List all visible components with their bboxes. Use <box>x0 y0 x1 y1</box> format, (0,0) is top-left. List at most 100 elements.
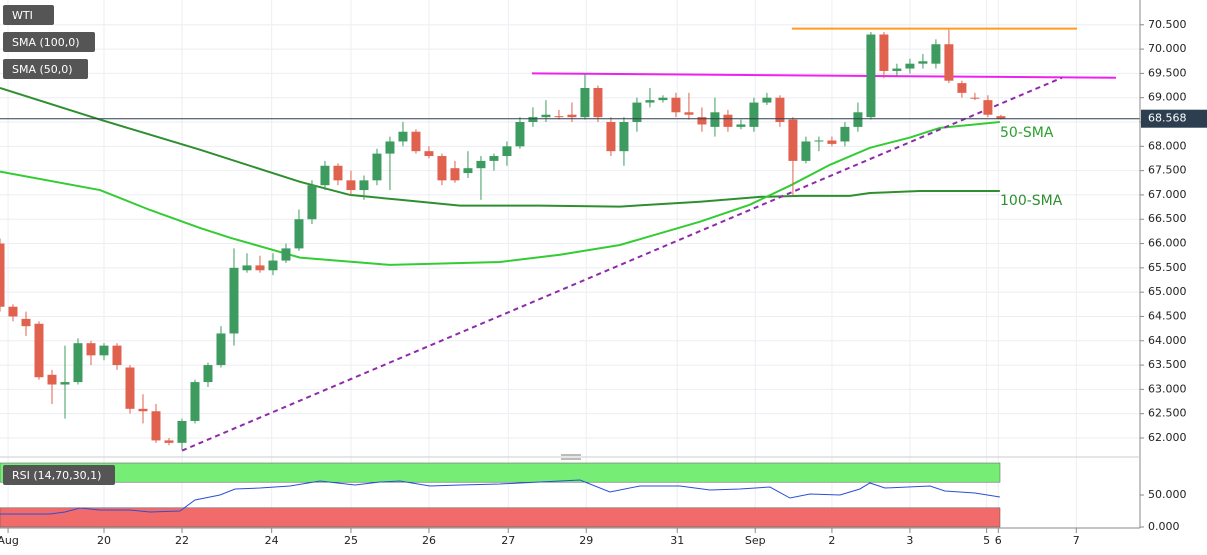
candle-body <box>385 141 395 154</box>
candle-body <box>164 440 174 443</box>
y-tick-label: 50.000 <box>1148 488 1187 501</box>
x-tick-label: 2 <box>828 534 835 547</box>
candle-body <box>242 265 252 271</box>
candle-body <box>151 411 161 441</box>
candle-body <box>593 87 603 118</box>
legend-box <box>3 465 115 485</box>
x-tick-label: 27 <box>501 534 515 547</box>
trend-line <box>531 72 1116 79</box>
rsi-line <box>0 479 1000 515</box>
candle-body <box>632 102 642 123</box>
candle-body <box>398 131 408 142</box>
candle-body <box>957 83 967 93</box>
x-tick-label: Sep <box>745 534 766 547</box>
candle-body <box>73 343 83 383</box>
candle-body <box>892 68 902 71</box>
candle-body <box>346 180 356 191</box>
candle-body <box>723 114 733 127</box>
candle-body <box>801 141 811 161</box>
x-tick-label: 7 <box>1073 534 1080 547</box>
y-tick-label: 63.500 <box>1148 358 1187 371</box>
candle-body <box>775 97 785 123</box>
y-tick-label: 69.000 <box>1148 91 1187 104</box>
candle-body <box>866 34 876 118</box>
x-tick-label: 24 <box>265 534 279 547</box>
x-tick-label: Aug <box>0 534 19 547</box>
candle-body <box>749 102 759 127</box>
candle-body <box>515 122 525 147</box>
candle-body <box>138 408 148 412</box>
candle-body <box>216 333 226 366</box>
candle-body <box>203 365 213 383</box>
sma-line <box>0 87 1000 208</box>
y-tick-label: 62.000 <box>1148 431 1187 444</box>
y-tick-label: 67.500 <box>1148 164 1187 177</box>
candle-body <box>931 44 941 64</box>
resize-handle[interactable] <box>561 454 581 460</box>
candle-body <box>437 156 447 181</box>
y-tick-label: 67.000 <box>1148 188 1187 201</box>
price-tag-label: 68.568 <box>1148 112 1187 125</box>
candle-body <box>918 61 928 64</box>
candle-body <box>840 126 850 142</box>
x-tick-label: 6 <box>995 534 1002 547</box>
candle-body <box>684 112 694 115</box>
candle-body <box>541 114 551 118</box>
y-tick-label: 64.000 <box>1148 334 1187 347</box>
candle-body <box>944 44 954 81</box>
legend-entry: SMA (100,0) <box>12 36 80 49</box>
candle-body <box>411 131 421 152</box>
rsi-panel <box>0 462 1001 528</box>
candle-body <box>268 260 278 271</box>
candle-body <box>788 119 798 161</box>
candle-body <box>424 151 434 157</box>
candle-body <box>34 323 44 378</box>
price-panel <box>0 0 1140 528</box>
candle-body <box>125 367 135 409</box>
candle-body <box>190 382 200 421</box>
candle-body <box>463 168 473 174</box>
candle-body <box>281 248 291 261</box>
rsi-zone <box>0 507 1001 528</box>
x-tick-label: 31 <box>670 534 684 547</box>
candle-body <box>697 117 707 125</box>
candle-body <box>476 160 486 169</box>
candle-body <box>853 112 863 127</box>
candle-body <box>970 97 980 99</box>
candle-body <box>307 185 317 220</box>
candle-body <box>0 243 5 307</box>
legend-box <box>3 32 95 52</box>
candle-body <box>255 265 265 271</box>
legend: WTI SMA (100,0) SMA (50,0) RSI (14,70,30… <box>3 5 115 485</box>
candle-body <box>177 420 187 443</box>
x-tick-label: 26 <box>422 534 436 547</box>
sma-label: 100-SMA <box>1000 193 1063 209</box>
candle-body <box>879 34 889 71</box>
candle-body <box>294 219 304 249</box>
trend-line <box>181 76 1063 452</box>
candle-body <box>671 97 681 113</box>
candle-body <box>359 180 369 191</box>
candle-body <box>658 97 668 101</box>
candle-body <box>489 156 499 161</box>
candle-body <box>736 124 746 127</box>
candle-body <box>229 267 239 334</box>
sma-line <box>0 121 1000 266</box>
candle-body <box>450 168 460 181</box>
candle-body <box>996 116 1006 119</box>
y-tick-label: 0.000 <box>1148 520 1180 533</box>
y-tick-label: 66.000 <box>1148 237 1187 250</box>
x-tick-label: 5 <box>983 534 990 547</box>
candle-body <box>905 63 915 69</box>
legend-title: WTI <box>12 9 33 22</box>
candle-body <box>983 100 993 115</box>
candle-body <box>8 306 18 317</box>
candle-body <box>502 146 512 157</box>
candle-body <box>99 345 109 356</box>
rsi-title: RSI (14,70,30,1) <box>12 469 101 482</box>
candle-body <box>710 112 720 127</box>
y-tick-label: 69.500 <box>1148 66 1187 79</box>
y-tick-label: 63.000 <box>1148 382 1187 395</box>
